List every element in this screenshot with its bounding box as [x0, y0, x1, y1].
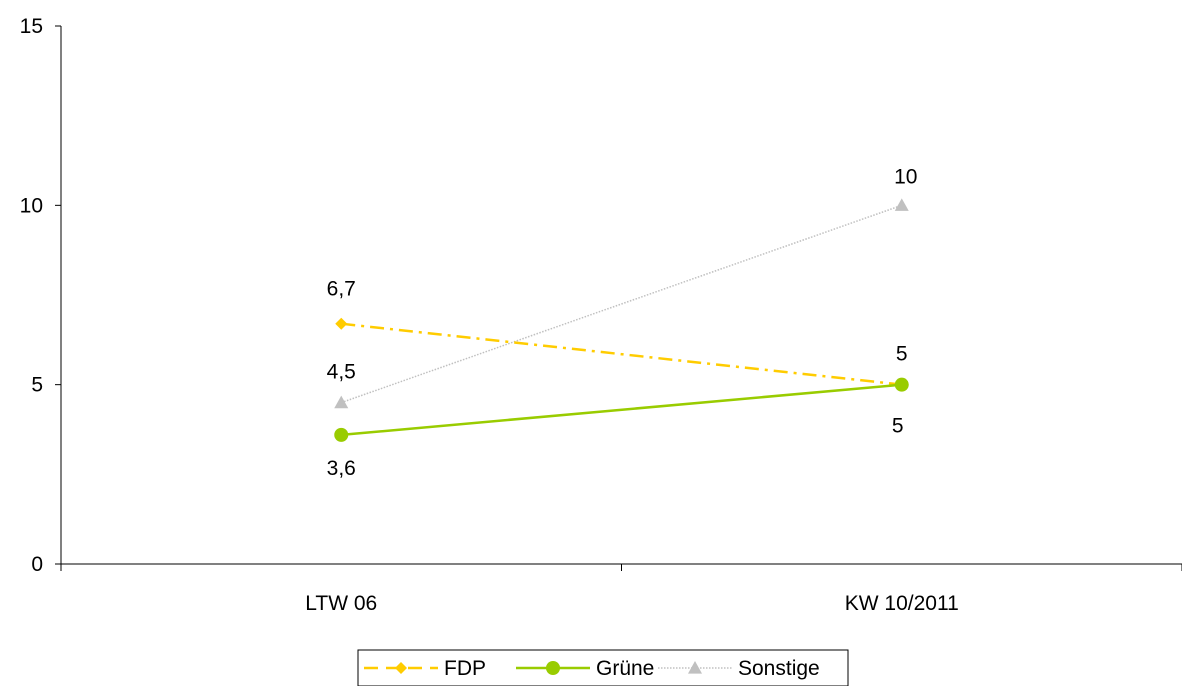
axes — [60, 26, 1182, 565]
legend-box — [357, 649, 849, 686]
series-line-gr-ne — [341, 383, 902, 437]
x-tick-label: LTW 06 — [305, 592, 377, 615]
data-label-gr-ne: 3,6 — [327, 457, 356, 480]
data-label-sonstige: 10 — [894, 165, 917, 188]
data-label-gr-ne: 5 — [892, 415, 904, 438]
data-label-fdp: 6,7 — [327, 278, 356, 301]
data-point-fdp — [335, 317, 348, 330]
legend-swatch-marker-sonstige — [688, 661, 702, 674]
data-point-gr-ne — [334, 427, 349, 442]
legend-swatch-marker-fdp — [395, 662, 407, 674]
axis-ticks: 0 5 10 15 LTW 06 KW 10/2011 — [20, 15, 1182, 615]
y-tick-label: 10 — [20, 194, 43, 217]
data-label-fdp: 5 — [896, 343, 908, 366]
y-tick-label: 0 — [31, 553, 43, 576]
data-label-sonstige: 4,5 — [327, 361, 356, 384]
series-line-sonstige — [341, 204, 902, 404]
legend-label-gr-ne: Grüne — [596, 657, 654, 680]
legend-swatch-marker-gr-ne — [546, 661, 560, 675]
legend-label-sonstige: Sonstige — [738, 657, 820, 680]
data-point-sonstige — [894, 198, 909, 211]
y-tick-label: 5 — [31, 374, 43, 397]
x-tick-label: KW 10/2011 — [845, 592, 959, 615]
series-line-fdp — [341, 322, 902, 386]
legend: FDP Grüne Sonstige — [357, 649, 849, 686]
data-point-gr-ne — [894, 377, 909, 392]
y-tick-label: 15 — [20, 15, 43, 38]
series-lines — [341, 204, 902, 437]
data-point-sonstige — [334, 395, 349, 409]
data-labels: 4,5 10 6,7 5 3,6 5 — [327, 165, 918, 480]
series-markers — [334, 198, 909, 442]
legend-label-fdp: FDP — [444, 657, 486, 680]
